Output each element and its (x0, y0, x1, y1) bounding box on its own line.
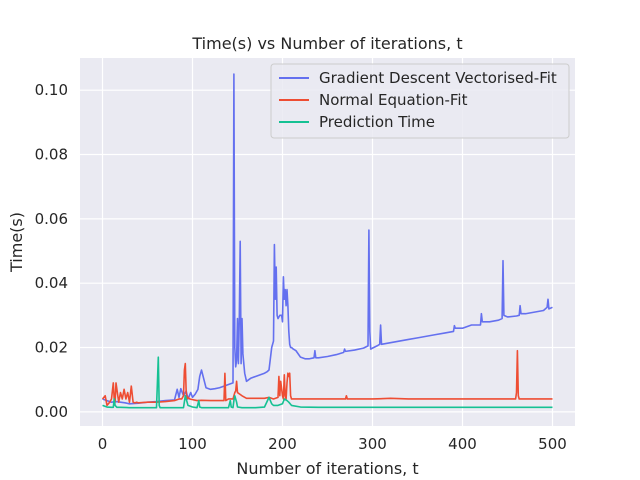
x-tick-label: 100 (178, 435, 207, 453)
y-tick-label: 0.02 (35, 339, 68, 357)
y-tick-label: 0.06 (35, 210, 68, 228)
y-tick-label: 0.00 (35, 403, 68, 421)
tick-labels: 0 100 200 300 400 500 0.00 0.02 0.04 0.06 0.08 0.10 (35, 81, 567, 453)
x-tick-label: 300 (358, 435, 387, 453)
legend-box (270, 63, 570, 139)
x-tick-label: 200 (268, 435, 297, 453)
series-lines (101, 73, 553, 409)
series-line-prediction-time (102, 356, 553, 409)
series-line-normal-equation-fit (101, 349, 553, 407)
legend-entry: Prediction Time (319, 113, 435, 131)
legend-entry: Gradient Descent Vectorised-Fit (319, 69, 557, 87)
y-tick-label: 0.10 (35, 81, 68, 99)
y-tick-label: 0.08 (35, 146, 68, 164)
chart-title: Time(s) vs Number of iterations, t (191, 34, 462, 53)
legend-entry: Normal Equation-Fit (319, 91, 468, 109)
legend: Gradient Descent Vectorised-Fit Normal Eq… (270, 63, 570, 139)
x-axis-label: Number of iterations, t (236, 459, 418, 478)
x-tick-label: 500 (538, 435, 567, 453)
y-axis-label: Time(s) (7, 212, 26, 273)
series-line-gradient-descent-vectorised-fit (102, 73, 553, 405)
y-tick-label: 0.04 (35, 274, 68, 292)
x-tick-label: 400 (448, 435, 477, 453)
x-tick-label: 0 (98, 435, 108, 453)
